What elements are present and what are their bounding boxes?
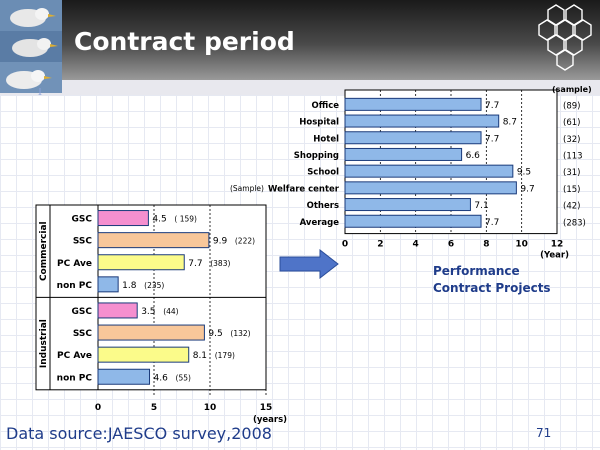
data-label: 9.9 [213, 237, 228, 247]
bar [344, 164, 514, 178]
category-label: SSC [73, 329, 93, 339]
x-tick-label: 10 [515, 240, 528, 250]
x-axis-label: (Year) [540, 251, 569, 261]
annotation-line-1: Performance [433, 264, 520, 278]
group-label: Industrial [39, 319, 49, 368]
group-label: Commercial [39, 221, 49, 281]
category-label: School [307, 168, 339, 178]
category-label: PC Ave [57, 351, 92, 361]
bar [344, 131, 482, 145]
data-label: 7.7 [485, 101, 499, 111]
header-bar [0, 0, 600, 95]
bar [97, 254, 185, 271]
sample-label: (222) [235, 237, 255, 246]
bar [97, 276, 119, 293]
sample-label: (383) [210, 259, 230, 268]
sample-label: (113 [563, 151, 583, 161]
bar [97, 346, 190, 363]
data-label: 9.7 [520, 184, 534, 194]
data-label: 4.6 [154, 373, 169, 383]
category-label: non PC [57, 373, 93, 383]
x-axis-label: (years) [253, 415, 287, 425]
data-label: 9.5 [208, 329, 222, 339]
data-label: 4.5 [152, 215, 166, 225]
data-label: 8.1 [193, 351, 207, 361]
bar [344, 214, 482, 228]
category-label: Welfare center [268, 184, 340, 194]
bar [344, 147, 463, 161]
sample-label: (132) [230, 329, 250, 338]
sample-label: (42) [563, 202, 580, 212]
data-label: 7.7 [485, 134, 499, 144]
data-label: 9.5 [517, 168, 531, 178]
sample-header: (sample) [552, 85, 592, 94]
page-title: Contract period [74, 27, 295, 56]
category-label: GSC [72, 215, 93, 225]
sample-label: (61) [563, 118, 580, 128]
sample-label: (179) [215, 351, 235, 360]
hexagon-logo-icon [538, 4, 592, 71]
sample-label: (235) [144, 281, 164, 290]
x-tick-label: 4 [413, 240, 419, 250]
x-tick-label: 15 [260, 403, 273, 413]
category-label: Average [300, 218, 340, 228]
bar [97, 232, 210, 249]
data-label: 7.7 [485, 218, 499, 228]
x-tick-label: 0 [342, 240, 348, 250]
data-label: 3.5 [141, 307, 155, 317]
x-tick-label: 2 [377, 240, 383, 250]
bar [97, 324, 205, 341]
x-tick-label: 8 [483, 240, 489, 250]
sample-label: (283) [563, 218, 586, 228]
data-source-caption: Data source:JAESCO survey,2008 [6, 424, 272, 443]
bar [97, 302, 138, 319]
sample-label: (31) [563, 168, 580, 178]
bar [97, 210, 149, 227]
seagull-image-2 [0, 31, 62, 62]
data-label: 6.6 [466, 151, 481, 161]
sample-label: (32) [563, 135, 580, 145]
category-label: Shopping [294, 151, 339, 161]
category-label: PC Ave [57, 259, 92, 269]
bar [97, 368, 151, 385]
x-tick-label: 10 [204, 403, 217, 413]
page-number: 71 [536, 426, 552, 440]
performance-annotation: Performance Contract Projects [433, 263, 551, 297]
data-label: 7.1 [474, 201, 488, 211]
seagull-image-1 [0, 0, 62, 31]
seagull-image-3 [0, 62, 62, 93]
sample-label: ( 159) [174, 215, 197, 224]
category-label: Others [307, 201, 339, 211]
category-label: Hospital [299, 118, 339, 128]
data-label: 7.7 [188, 259, 202, 269]
sample-label: (15) [563, 185, 580, 195]
sample-label: (44) [163, 307, 178, 316]
category-label: SSC [73, 237, 93, 247]
x-tick-label: 6 [448, 240, 454, 250]
sample-label: (55) [176, 373, 191, 382]
crosshair-icon [37, 88, 43, 95]
data-label: 1.8 [122, 281, 137, 291]
data-label: 8.7 [503, 118, 517, 128]
category-label: Hotel [313, 134, 339, 144]
bar [344, 198, 471, 212]
bar [344, 97, 482, 111]
category-label: Office [311, 101, 339, 111]
bar [344, 181, 517, 195]
sample-side-label: (Sample) [230, 184, 264, 193]
annotation-line-2: Contract Projects [433, 281, 551, 295]
sample-label: (89) [563, 101, 580, 111]
category-label: GSC [72, 307, 93, 317]
category-label: non PC [57, 281, 93, 291]
x-tick-label: 5 [151, 403, 157, 413]
bar [344, 114, 500, 128]
x-tick-label: 0 [95, 403, 101, 413]
x-tick-label: 12 [551, 240, 564, 250]
